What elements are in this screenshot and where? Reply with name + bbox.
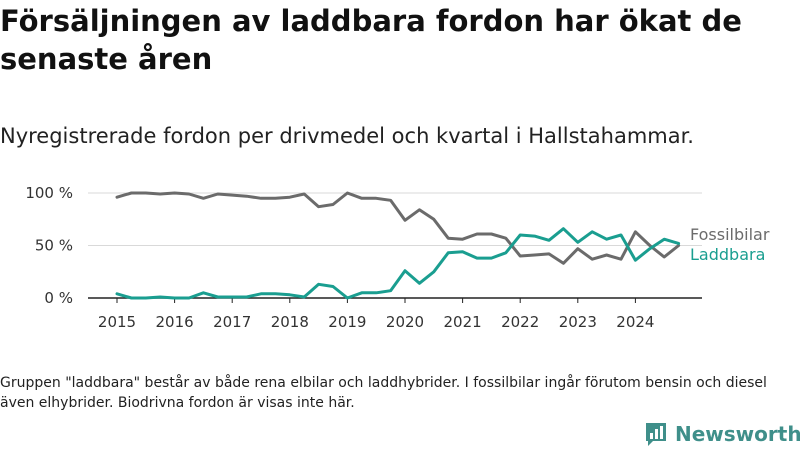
- x-tick-label: 2019: [328, 313, 366, 331]
- series-line-fossilbilar: [115, 191, 681, 265]
- line-chart: 0 % 50 % 100 % 2015 2016 2017 2018 2019 2020 2021…: [25, 184, 770, 331]
- x-tick-label: 2017: [213, 313, 251, 331]
- chart-note: Gruppen "laddbara" består av både rena e…: [0, 375, 767, 411]
- brand-name: Newsworthy: [675, 422, 800, 446]
- x-tick-label: 2022: [501, 313, 539, 331]
- x-tick-label: 2021: [444, 313, 482, 331]
- y-tick-label: 0 %: [44, 289, 73, 307]
- newsworthy-logo-icon: [646, 423, 666, 446]
- x-tick-label: 2023: [559, 313, 597, 331]
- chart-subtitle: Nyregistrerade fordon per drivmedel och …: [0, 124, 694, 148]
- series-label-laddbara: Laddbara: [690, 245, 765, 264]
- x-tick-label: 2015: [98, 313, 136, 331]
- series-label-fossilbilar: Fossilbilar: [690, 225, 770, 244]
- x-tick-label: 2018: [271, 313, 309, 331]
- x-tick-label: 2024: [616, 313, 654, 331]
- y-tick-label: 50 %: [35, 237, 73, 255]
- series-line-laddbara: [115, 227, 681, 300]
- y-tick-label: 100 %: [25, 184, 73, 202]
- x-tick-label: 2016: [156, 313, 194, 331]
- x-tick-label: 2020: [386, 313, 424, 331]
- chart-title: Försäljningen av laddbara fordon har öka…: [0, 4, 742, 76]
- brand-logo: Newsworthy: [644, 420, 800, 448]
